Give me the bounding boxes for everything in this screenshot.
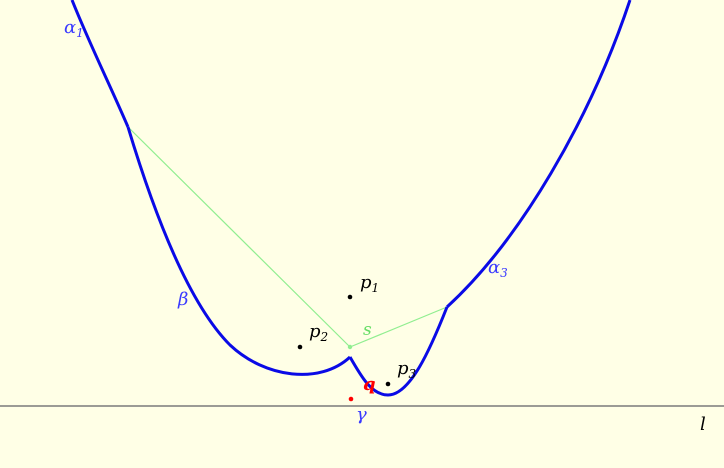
label-l: l [700,414,706,435]
curve-beta [126,126,352,376]
point-s [347,344,353,350]
point-q [348,396,354,402]
label-s: s [363,320,372,340]
construction-segment-right [349,306,448,348]
point-p1 [347,294,353,300]
construction-segment-left [127,126,351,348]
curve-gamma [348,306,449,397]
label-alpha3: α3 [488,257,508,280]
curve-alpha3 [445,0,632,309]
label-p1: p1 [360,272,379,295]
point-p2 [297,344,303,350]
label-alpha1: α1 [64,17,84,40]
label-gamma: γ [356,404,367,425]
point-p3 [385,381,391,387]
label-p3: p3 [397,358,417,381]
label-q: q [363,374,376,395]
label-beta: β [177,289,188,310]
curve-alpha1 [70,0,130,128]
label-p2: p2 [309,321,328,344]
